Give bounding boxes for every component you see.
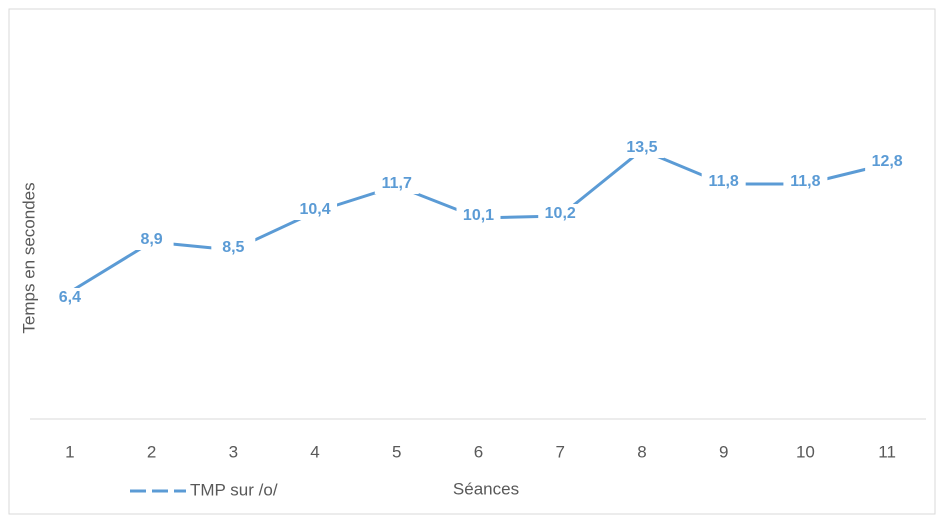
x-tick-label: 1: [65, 442, 74, 461]
x-tick-label: 5: [392, 442, 401, 461]
data-label: 10,2: [545, 205, 576, 222]
x-axis-title: Séances: [453, 479, 519, 498]
data-label: 10,4: [299, 201, 330, 218]
data-label: 8,9: [140, 231, 162, 248]
data-label: 13,5: [626, 139, 657, 156]
data-label-bg: [129, 230, 174, 250]
data-label: 11,8: [790, 173, 820, 190]
data-label-bg: [456, 206, 501, 226]
legend-label: TMP sur /o/: [190, 480, 278, 499]
x-tick-label: 2: [147, 442, 156, 461]
data-label: 12,8: [872, 153, 903, 170]
y-axis-title: Temps en secondes: [19, 182, 38, 333]
x-tick-label: 3: [229, 442, 238, 461]
x-tick-label: 4: [310, 442, 319, 461]
data-label: 10,1: [463, 207, 494, 224]
data-label-bg: [293, 200, 338, 220]
data-label: 11,8: [709, 173, 739, 190]
data-label: 6,4: [59, 289, 81, 306]
x-tick-label: 10: [796, 442, 815, 461]
data-label-bg: [538, 204, 583, 224]
data-label-bg: [701, 172, 746, 192]
data-label-bg: [783, 172, 828, 192]
data-label-bg: [865, 152, 910, 172]
data-label: 11,7: [382, 175, 412, 192]
x-tick-label: 11: [878, 442, 896, 461]
x-tick-label: 6: [474, 442, 483, 461]
data-label-bg: [374, 174, 419, 194]
data-label: 8,5: [222, 239, 244, 256]
x-tick-label: 9: [719, 442, 728, 461]
data-label-bg: [211, 238, 256, 258]
x-tick-label: 7: [555, 442, 564, 461]
x-tick-label: 8: [637, 442, 646, 461]
data-label-bg: [47, 288, 92, 308]
chart-frame: [8, 8, 936, 515]
data-label-bg: [619, 138, 664, 158]
